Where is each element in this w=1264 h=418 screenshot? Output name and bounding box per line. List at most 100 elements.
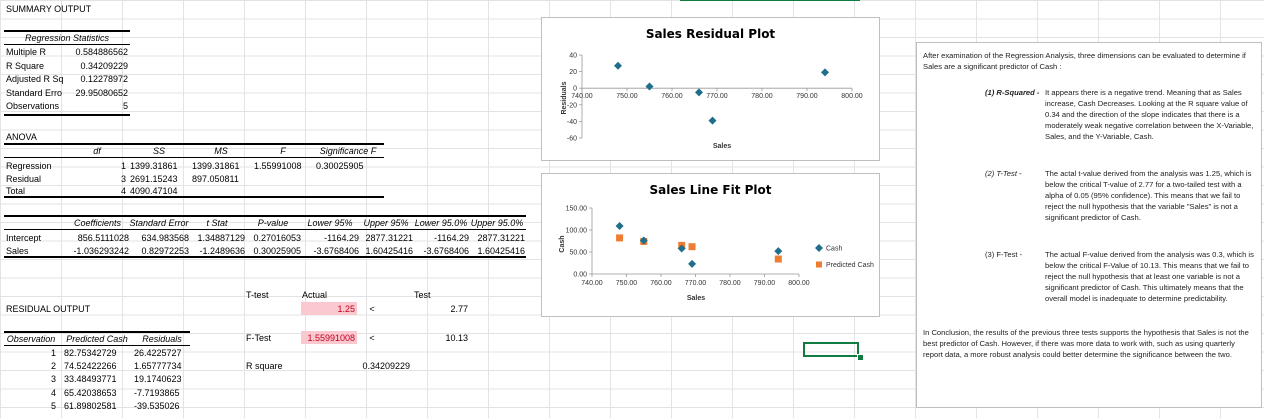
coef-cell[interactable]: 0.82972253	[141, 245, 189, 256]
anova-cell[interactable]: 4	[120, 186, 126, 196]
coef-row-label[interactable]: Sales	[6, 245, 29, 256]
coef-cell[interactable]: 1.60425416	[477, 245, 525, 256]
anova-row-label[interactable]: Residual	[6, 173, 42, 184]
residual-value[interactable]: -7.7193865	[134, 387, 180, 398]
reg-stat-label[interactable]: R Square	[6, 60, 45, 71]
analysis-text-box[interactable]: After examination of the Regression Anal…	[916, 42, 1262, 408]
coef-cell[interactable]: 0.27016053	[253, 233, 301, 243]
anova-col-header[interactable]: MS	[214, 146, 228, 156]
coef-row-label[interactable]: Intercept	[6, 233, 42, 243]
reg-stat-label[interactable]: Adjusted R Sq	[6, 74, 64, 84]
reg-stat-value[interactable]: 5	[122, 101, 128, 111]
coef-cell[interactable]: -1164.29	[434, 233, 469, 243]
ftest-label[interactable]: F-Test	[246, 333, 272, 343]
residual-col-header[interactable]: Predicted Cash	[66, 334, 128, 344]
coef-col-header[interactable]: Lower 95.0%	[414, 218, 468, 228]
residual-value[interactable]: 1.65777734	[134, 361, 182, 372]
anova-cell[interactable]: 1	[120, 161, 126, 171]
residual-predicted[interactable]: 61.89802581	[64, 400, 117, 411]
residual-value[interactable]: 26.4225727	[134, 348, 182, 358]
ttest-test-value[interactable]: 2.77	[450, 304, 468, 314]
coef-cell[interactable]: 2877.31221	[477, 233, 525, 243]
anova-col-header[interactable]: Significance F	[319, 146, 377, 156]
residual-col-header[interactable]: Residuals	[142, 334, 182, 344]
anova-cell[interactable]: 2691.15243	[130, 173, 178, 184]
coef-cell[interactable]: 634.983568	[141, 233, 189, 243]
line-fit-plot-chart[interactable]: Sales Line Fit Plot 150.00 100.00 50.00 0.0…	[541, 173, 880, 317]
anova-cell[interactable]: 897.050811	[192, 173, 239, 184]
coef-cell[interactable]: 1.60425416	[365, 245, 413, 256]
anova-cell[interactable]: 3	[120, 173, 126, 184]
fit-y-tick-label: 100.00	[566, 228, 588, 235]
summary-output-title[interactable]: SUMMARY OUTPUT	[6, 4, 92, 14]
reg-stat-value[interactable]: 0.34209229	[80, 60, 128, 71]
coef-cell[interactable]: 1.34887129	[197, 233, 245, 243]
coef-col-header[interactable]: Upper 95%	[363, 218, 409, 228]
coef-cell[interactable]: -1164.29	[324, 233, 359, 243]
ttest-actual-highlight	[301, 302, 357, 315]
ttest-sign[interactable]: <	[369, 304, 375, 314]
coef-cell[interactable]: -1.2489636	[199, 245, 245, 256]
ftest-actual-value[interactable]: 1.55991008	[307, 333, 355, 343]
reg-stat-label[interactable]: Standard Erro	[6, 87, 63, 98]
coef-cell[interactable]: 856.5111028	[77, 233, 129, 243]
ftest-test-value[interactable]: 10.13	[445, 333, 468, 343]
anova-cell[interactable]: 0.30025905	[316, 161, 364, 171]
coef-cell[interactable]: 0.30025905	[253, 245, 301, 256]
ttest-label[interactable]: T-test	[246, 290, 269, 300]
selected-cell[interactable]	[803, 342, 859, 357]
anova-col-header[interactable]: SS	[152, 146, 165, 156]
residual-col-header[interactable]: Observation	[6, 334, 56, 344]
anova-row-label[interactable]: Total	[6, 186, 26, 196]
residual-predicted[interactable]: 74.52422266	[64, 361, 117, 372]
coef-cell[interactable]: -1.036293242	[73, 245, 129, 256]
anova-cell[interactable]: 4090.47104	[130, 186, 178, 196]
coef-cell[interactable]: -3.6768406	[423, 245, 469, 256]
rsquare-label[interactable]: R square	[246, 361, 283, 371]
residual-value[interactable]: 19.1740623	[134, 374, 182, 385]
residual-observation[interactable]: 3	[50, 374, 56, 385]
coef-col-header[interactable]: P-value	[257, 218, 289, 228]
anova-cell[interactable]	[254, 173, 314, 185]
anova-label[interactable]: ANOVA	[6, 132, 37, 142]
residual-observation[interactable]: 4	[50, 387, 56, 398]
actual-label[interactable]: Actual	[302, 290, 328, 300]
residual-observation[interactable]: 1	[50, 348, 56, 358]
ftest-heading: (3) F-Test -	[985, 250, 1023, 259]
ftest-sign[interactable]: <	[369, 333, 375, 343]
anova-cell[interactable]: 1399.31861	[192, 161, 240, 171]
anova-cell[interactable]	[316, 173, 382, 185]
coef-col-header[interactable]: Lower 95%	[307, 218, 353, 228]
residual-value[interactable]: -39.535026	[134, 400, 180, 411]
fill-handle[interactable]	[857, 354, 864, 361]
fit-y-tick-label: 150.00	[566, 206, 588, 213]
coef-col-header[interactable]: Upper 95.0%	[470, 218, 524, 228]
coef-cell[interactable]: 2877.31221	[365, 233, 413, 243]
residual-predicted[interactable]: 82.75342729	[64, 348, 117, 358]
anova-cell[interactable]: 1.55991008	[254, 161, 302, 171]
coef-col-header[interactable]: t Stat	[206, 218, 228, 228]
ttest-actual-value[interactable]: 1.25	[337, 304, 355, 314]
reg-stat-label[interactable]: Multiple R	[6, 47, 47, 57]
coef-col-header[interactable]: Standard Error	[129, 218, 189, 228]
test-label[interactable]: Test	[414, 290, 431, 300]
residual-observation[interactable]: 5	[50, 400, 56, 411]
reg-stat-value[interactable]: 0.12278972	[80, 74, 128, 84]
anova-col-header[interactable]: F	[280, 146, 286, 156]
reg-stat-label[interactable]: Observations	[6, 101, 60, 111]
anova-row-label[interactable]: Regression	[6, 161, 52, 171]
residual-output-label[interactable]: RESIDUAL OUTPUT	[6, 304, 91, 314]
coef-cell[interactable]: -3.6768406	[313, 245, 359, 256]
reg-stat-value[interactable]: 0.584886562	[75, 47, 128, 57]
coef-col-header[interactable]: Coefficients	[73, 218, 122, 228]
residual-plot-chart[interactable]: Sales Residual Plot 40 20 0 -20 -40 -60 740.00…	[541, 17, 880, 161]
reg-stats-header[interactable]: Regression Statistics	[24, 33, 110, 43]
residual-observation[interactable]: 2	[50, 361, 56, 372]
residual-predicted[interactable]: 65.42038653	[64, 387, 117, 398]
residual-predicted[interactable]: 33.48493771	[64, 374, 117, 385]
rsquare-value[interactable]: 0.34209229	[362, 361, 410, 371]
reg-stats-header-border	[4, 44, 130, 45]
anova-col-header[interactable]: df	[93, 146, 101, 156]
reg-stat-value[interactable]: 29.95080652	[75, 87, 128, 98]
anova-cell[interactable]: 1399.31861	[130, 161, 178, 171]
